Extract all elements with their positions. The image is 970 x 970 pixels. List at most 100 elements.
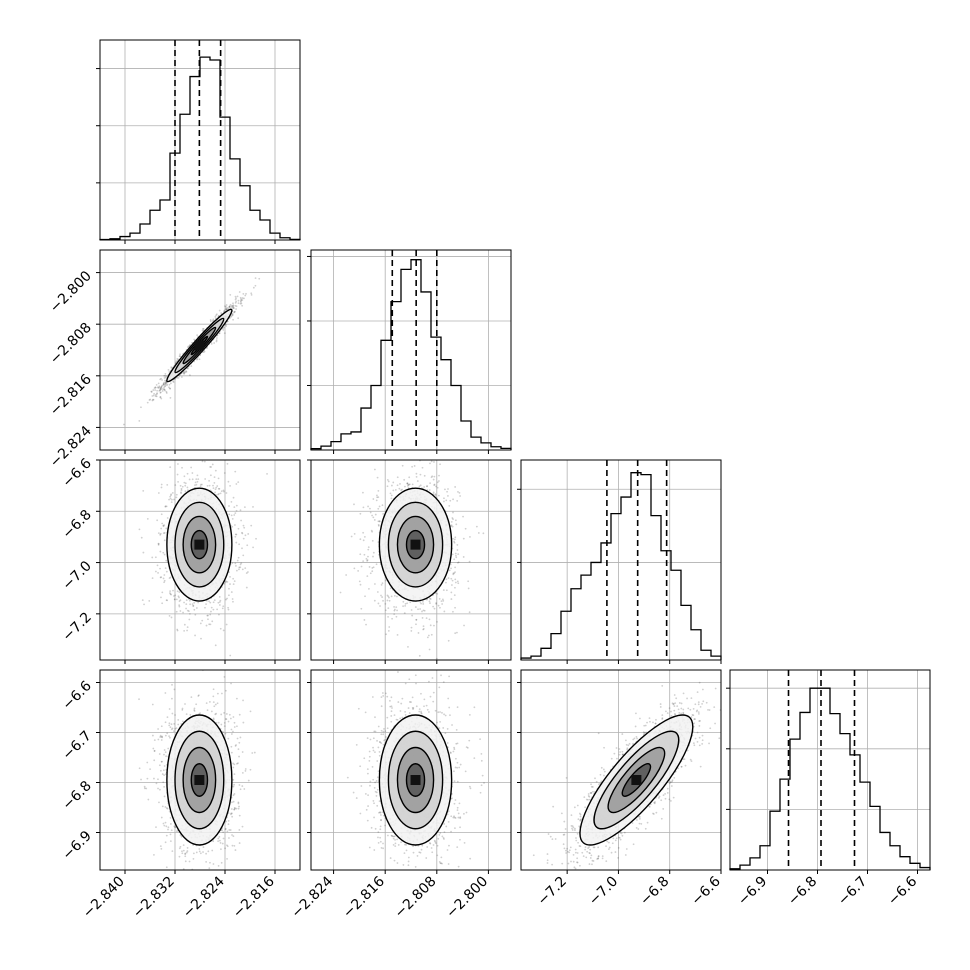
sample-point	[371, 567, 374, 569]
sample-point	[425, 617, 428, 619]
sample-point	[177, 723, 180, 726]
sample-point	[225, 308, 227, 311]
x-tick-label: −6.6	[885, 873, 920, 908]
sample-point	[164, 374, 167, 377]
sample-point	[164, 751, 167, 754]
sample-point	[386, 478, 389, 481]
sample-point	[208, 623, 211, 626]
sample-point	[201, 460, 204, 463]
sample-point	[171, 492, 174, 494]
sample-point	[178, 596, 180, 599]
sample-point	[151, 556, 154, 559]
sample-point	[225, 308, 228, 311]
sample-point	[172, 380, 175, 383]
sample-point	[447, 495, 449, 497]
sample-point	[154, 556, 157, 559]
sample-point	[230, 304, 233, 307]
sample-point	[250, 524, 253, 527]
sample-point	[193, 338, 196, 341]
sample-point	[448, 569, 451, 572]
sample-point	[417, 608, 419, 611]
sample-point	[422, 603, 425, 605]
sample-point	[244, 770, 247, 772]
sample-point	[185, 370, 188, 373]
sample-point	[447, 577, 450, 579]
sample-point	[212, 688, 215, 691]
sample-point	[252, 286, 255, 289]
sample-point	[165, 527, 168, 530]
sample-point	[459, 495, 462, 497]
sample-point	[454, 578, 457, 581]
sample-point	[196, 334, 199, 337]
sample-point	[187, 610, 190, 613]
sample-point	[391, 617, 394, 620]
sample-point	[140, 778, 142, 781]
sample-point	[230, 682, 232, 685]
sample-point	[171, 498, 173, 501]
sample-point	[177, 358, 180, 361]
sample-point	[200, 450, 202, 452]
sample-point	[209, 319, 212, 321]
sample-point	[467, 580, 470, 583]
sample-point	[123, 423, 125, 426]
sample-point	[175, 496, 178, 499]
sample-point	[242, 292, 245, 295]
sample-point	[362, 531, 365, 534]
sample-point	[247, 571, 249, 573]
sample-point	[453, 572, 456, 575]
sample-point	[207, 614, 209, 617]
sample-point	[225, 305, 227, 308]
sample-point	[243, 526, 246, 529]
sample-point	[182, 868, 185, 870]
sample-point	[403, 478, 406, 481]
sample-point	[396, 609, 398, 612]
sample-point	[400, 489, 402, 492]
sample-point	[156, 392, 158, 394]
sample-point	[454, 581, 457, 584]
sample-point	[230, 812, 233, 815]
sample-point	[214, 713, 217, 716]
sample-point	[180, 376, 183, 378]
sample-point	[196, 357, 199, 360]
sample-point	[166, 517, 169, 519]
sample-point	[215, 337, 218, 339]
sample-point	[201, 483, 203, 486]
sample-point	[175, 598, 178, 601]
sample-point	[224, 581, 227, 584]
sample-point	[443, 610, 446, 613]
sample-point	[376, 591, 379, 593]
sample-point	[199, 485, 202, 488]
sample-point	[232, 577, 235, 580]
sample-point	[178, 591, 181, 593]
sample-point	[231, 562, 234, 564]
sample-point	[148, 600, 151, 602]
sample-point	[238, 568, 240, 571]
sample-point	[353, 567, 356, 570]
sample-point	[365, 623, 367, 626]
sample-point	[415, 475, 418, 478]
sample-point	[386, 485, 389, 488]
sample-point	[371, 570, 374, 573]
sample-point	[441, 603, 444, 605]
sample-point	[407, 645, 409, 648]
sample-point	[240, 562, 243, 565]
sample-point	[234, 512, 237, 515]
sample-point	[363, 619, 366, 621]
sample-point	[141, 599, 144, 601]
sample-point	[429, 624, 432, 627]
sample-point	[213, 342, 216, 344]
sample-point	[151, 395, 154, 397]
sample-point	[393, 613, 396, 616]
sample-point	[166, 732, 169, 735]
sample-point	[237, 801, 240, 804]
sample-point	[468, 560, 471, 563]
sample-point	[175, 360, 178, 363]
sample-point	[371, 530, 374, 533]
sample-point	[386, 599, 389, 602]
sample-point	[227, 737, 230, 740]
sample-point	[227, 606, 230, 609]
sample-point	[396, 484, 399, 487]
sample-point	[228, 305, 231, 308]
sample-point	[415, 618, 418, 621]
sample-point	[426, 636, 429, 639]
